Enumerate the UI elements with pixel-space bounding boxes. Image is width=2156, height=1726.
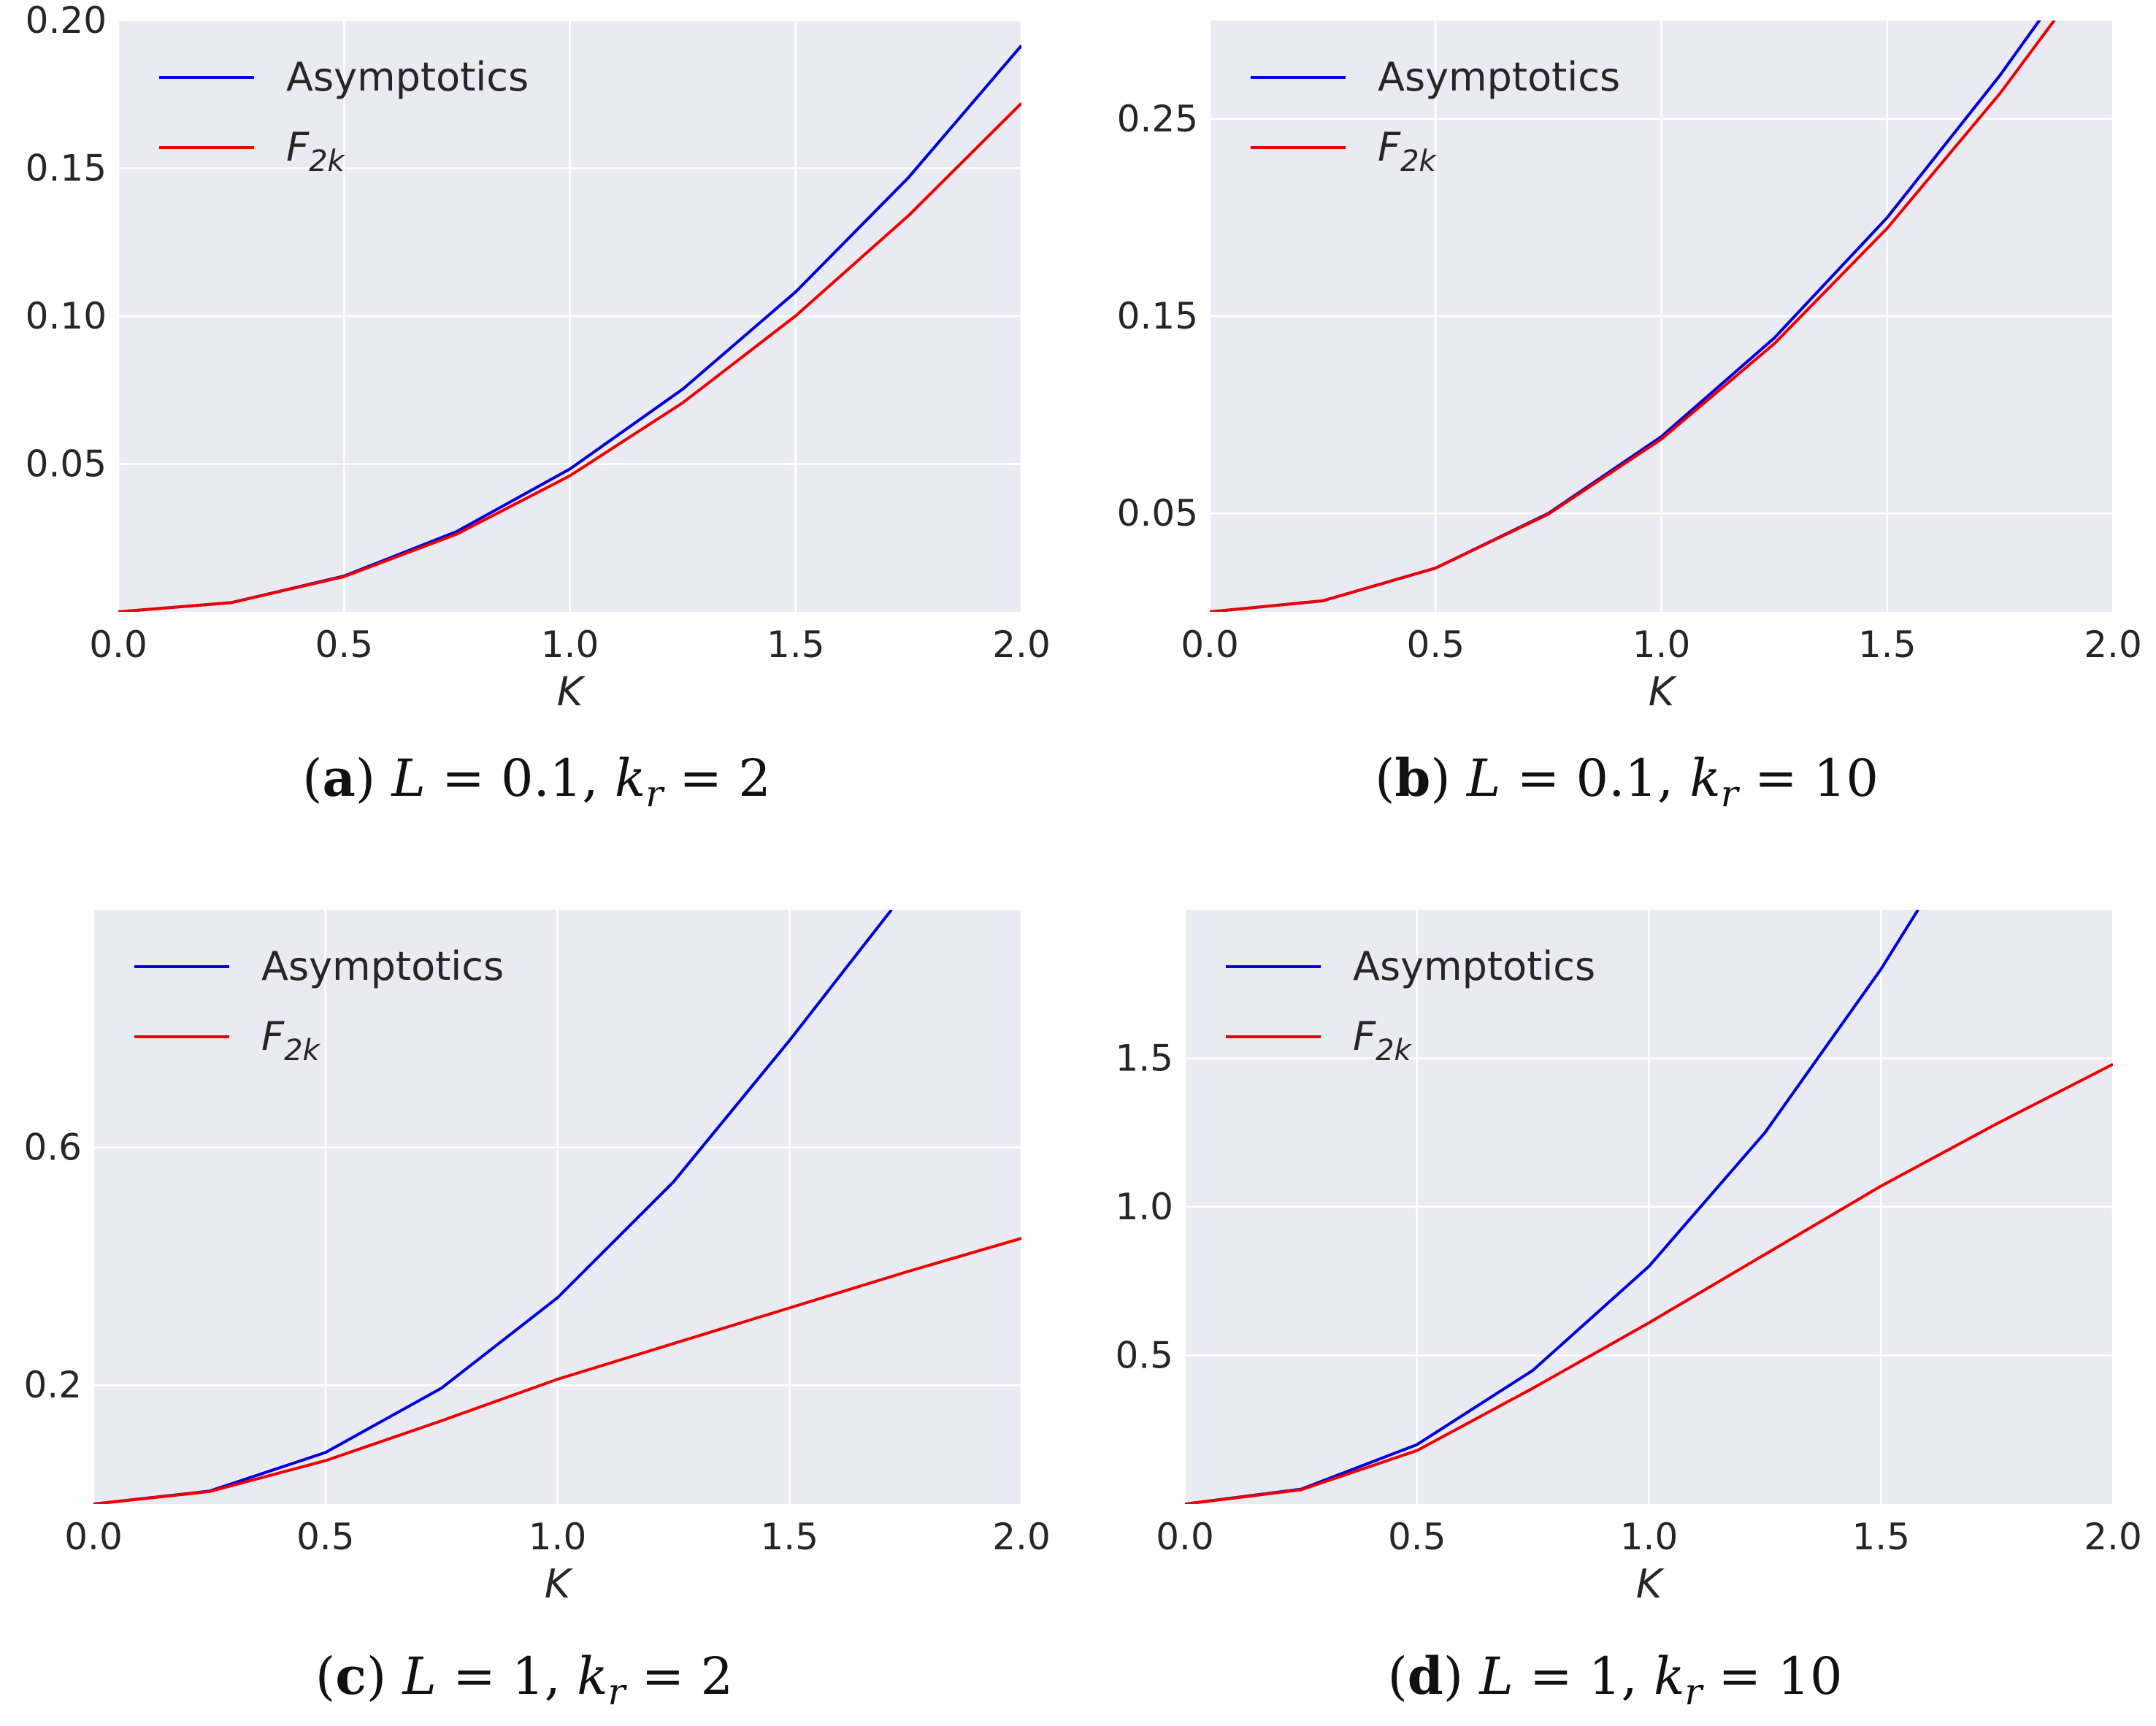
- series-line-f2k: [1185, 1062, 2113, 1504]
- x-tick-label: 1.0: [541, 624, 599, 666]
- legend-label: F2k: [261, 1013, 321, 1067]
- chart-panel-c: 0.0 0.5 1.0 1.5 2.0 0.2 0.6 K Asymptotics F2k (c) …: [23, 910, 1051, 1713]
- chart-panel-d: 0.0 0.5 1.0 1.5 2.0 0.5 1.0 1.5 K Asymptotics F2k (…: [1115, 910, 2142, 1713]
- y-tick-label: 0.6: [23, 1127, 82, 1169]
- x-tick-label: 0.0: [1156, 1516, 1214, 1558]
- chart-panel-a: 0.0 0.5 1.0 1.5 2.0 0.05 0.10 0.15 0.20 K Asymptot…: [26, 0, 1051, 815]
- x-axis-label: K: [557, 669, 586, 715]
- x-tick-label: 1.5: [1858, 624, 1917, 666]
- series-line-f2k: [1210, 20, 2056, 612]
- x-axis-label: K: [1649, 669, 1677, 715]
- y-tick-label: 0.05: [1117, 492, 1198, 534]
- legend-label: F2k: [286, 124, 346, 178]
- x-tick-label: 0.5: [296, 1516, 355, 1558]
- legend-label: Asymptotics: [1353, 943, 1595, 989]
- legend-label: Asymptotics: [261, 943, 504, 989]
- x-tick-label: 1.0: [529, 1516, 587, 1558]
- y-tick-label: 1.5: [1115, 1037, 1173, 1080]
- y-tick-label: 0.15: [26, 147, 107, 190]
- x-axis-label: K: [545, 1561, 573, 1607]
- legend-label: F2k: [1378, 124, 1438, 178]
- x-tick-label: 1.5: [767, 624, 825, 666]
- y-tick-label: 0.20: [26, 0, 107, 42]
- x-tick-label: 0.5: [1406, 624, 1465, 666]
- x-tick-label: 2.0: [992, 624, 1051, 666]
- panel-caption: (b) L = 0.1, kr = 10: [1375, 748, 1879, 815]
- legend-label: Asymptotics: [1378, 54, 1620, 100]
- y-tick-label: 1.0: [1115, 1186, 1173, 1228]
- x-axis-label: K: [1636, 1561, 1665, 1607]
- x-tick-label: 0.0: [64, 1516, 123, 1558]
- panel-caption: (d) L = 1, kr = 10: [1387, 1646, 1842, 1713]
- legend-label: F2k: [1353, 1013, 1413, 1067]
- x-tick-label: 2.0: [2084, 1516, 2142, 1558]
- x-tick-label: 2.0: [2084, 624, 2142, 666]
- x-tick-label: 0.5: [1388, 1516, 1446, 1558]
- x-tick-label: 0.0: [1181, 624, 1239, 666]
- x-tick-label: 2.0: [992, 1516, 1051, 1558]
- x-tick-label: 0.0: [89, 624, 147, 666]
- y-tick-label: 0.05: [26, 443, 107, 486]
- x-tick-label: 1.5: [1852, 1516, 1910, 1558]
- x-tick-label: 1.5: [760, 1516, 818, 1558]
- chart-panel-b: 0.0 0.5 1.0 1.5 2.0 0.05 0.15 0.25 K Asymptotics F…: [1117, 20, 2142, 815]
- y-tick-label: 0.10: [26, 295, 107, 337]
- series-line-asymptotics: [93, 910, 893, 1504]
- panel-caption: (a) L = 0.1, kr = 2: [302, 748, 771, 815]
- y-tick-label: 0.15: [1117, 295, 1198, 337]
- x-tick-label: 1.0: [1633, 624, 1691, 666]
- legend-label: Asymptotics: [286, 54, 529, 100]
- y-tick-label: 0.5: [1115, 1335, 1173, 1377]
- series-line-f2k: [118, 101, 1021, 612]
- panel-caption: (c) L = 1, kr = 2: [315, 1646, 733, 1713]
- x-tick-label: 1.0: [1620, 1516, 1679, 1558]
- y-tick-label: 0.25: [1117, 98, 1198, 140]
- series-line-f2k: [93, 1237, 1021, 1504]
- x-tick-label: 0.5: [315, 624, 373, 666]
- y-tick-label: 0.2: [23, 1364, 82, 1406]
